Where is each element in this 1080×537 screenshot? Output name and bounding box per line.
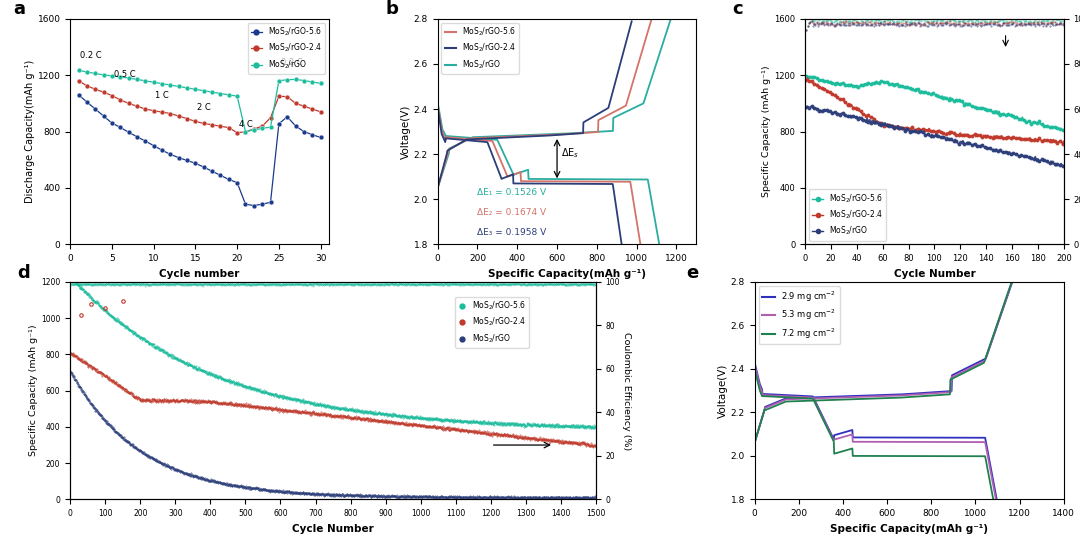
Text: a: a [13,1,25,18]
Text: 0.2 C: 0.2 C [281,57,302,67]
X-axis label: Cycle Number: Cycle Number [893,268,975,279]
Y-axis label: Specific Capacity (mAh g⁻¹): Specific Capacity (mAh g⁻¹) [762,66,771,198]
Y-axis label: Discharge Capacity(mAh g⁻¹): Discharge Capacity(mAh g⁻¹) [25,60,35,203]
Text: e: e [687,264,699,281]
Text: 1 C: 1 C [156,91,170,100]
Text: ΔE₁ = 0.1526 V: ΔE₁ = 0.1526 V [477,188,546,197]
X-axis label: Cycle number: Cycle number [160,268,240,279]
Text: d: d [17,264,30,281]
Text: ΔE₃ = 0.1958 V: ΔE₃ = 0.1958 V [477,228,546,237]
X-axis label: Cycle Number: Cycle Number [293,524,374,534]
Legend: 2.9 mg cm$^{-2}$, 5.3 mg cm$^{-2}$, 7.2 mg cm$^{-2}$: 2.9 mg cm$^{-2}$, 5.3 mg cm$^{-2}$, 7.2 … [759,286,839,344]
Text: ΔE₂ = 0.1674 V: ΔE₂ = 0.1674 V [477,208,546,217]
Legend: MoS$_2$/rGO-5.6, MoS$_2$/rGO-2.4, MoS$_2$/rGO: MoS$_2$/rGO-5.6, MoS$_2$/rGO-2.4, MoS$_2… [247,23,325,74]
Text: 2 C: 2 C [197,103,211,112]
X-axis label: Specific Capacity(mAh g⁻¹): Specific Capacity(mAh g⁻¹) [831,524,988,534]
Legend: MoS$_2$/rGO-5.6, MoS$_2$/rGO-2.4, MoS$_2$/rGO: MoS$_2$/rGO-5.6, MoS$_2$/rGO-2.4, MoS$_2… [456,296,529,348]
Y-axis label: Voltage(V): Voltage(V) [718,364,728,418]
Legend: MoS$_2$/rGO-5.6, MoS$_2$/rGO-2.4, MoS$_2$/rGO: MoS$_2$/rGO-5.6, MoS$_2$/rGO-2.4, MoS$_2… [442,23,519,74]
Text: 0.5 C: 0.5 C [113,70,135,79]
Text: 4 C: 4 C [239,120,253,129]
Text: $\Delta$E$_s$: $\Delta$E$_s$ [561,147,579,160]
Text: c: c [732,1,743,18]
Text: 0.2 C: 0.2 C [80,51,102,60]
Y-axis label: Specific Capacity (mAh g⁻¹): Specific Capacity (mAh g⁻¹) [29,325,38,456]
Y-axis label: Coulombic Efficiency (%): Coulombic Efficiency (%) [622,331,631,450]
Text: b: b [386,1,399,18]
Y-axis label: Voltage(V): Voltage(V) [401,104,410,159]
X-axis label: Specific Capacity(mAh g⁻¹): Specific Capacity(mAh g⁻¹) [488,268,646,279]
Legend: MoS$_2$/rGO-5.6, MoS$_2$/rGO-2.4, MoS$_2$/rGO: MoS$_2$/rGO-5.6, MoS$_2$/rGO-2.4, MoS$_2… [809,189,887,241]
